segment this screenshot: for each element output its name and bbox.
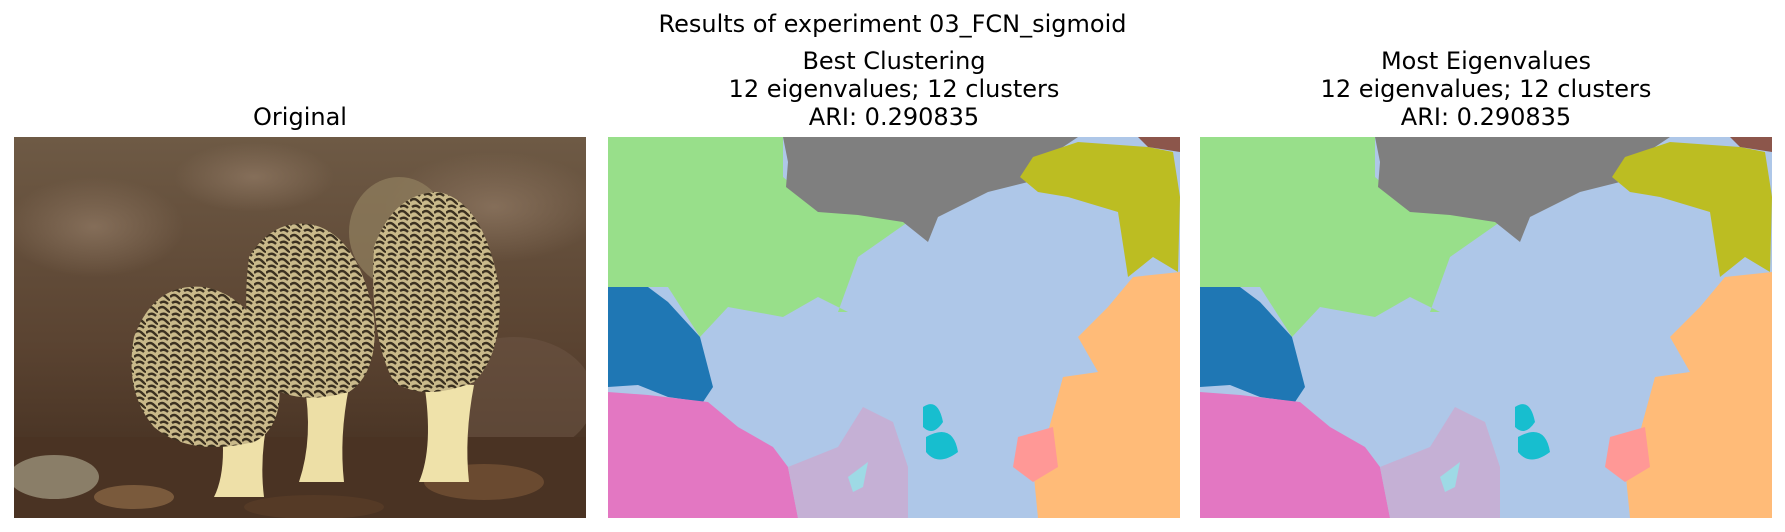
most-eigenvalues-segmentation <box>1200 137 1772 518</box>
best-clustering-title-line: Best Clustering <box>802 47 986 75</box>
most-eigenvalues-eigen-line: 12 eigenvalues; 12 clusters <box>1320 75 1652 103</box>
best-clustering-panel-title: Best Clustering 12 eigenvalues; 12 clust… <box>608 47 1180 131</box>
best-clustering-eigen-line: 12 eigenvalues; 12 clusters <box>728 75 1060 103</box>
most-eigenvalues-ari-line: ARI: 0.290835 <box>1400 103 1572 131</box>
most-eigenvalues-panel-title: Most Eigenvalues 12 eigenvalues; 12 clus… <box>1200 47 1772 131</box>
original-panel-title: Original <box>14 103 586 131</box>
best-clustering-ari-line: ARI: 0.290835 <box>808 103 980 131</box>
best-clustering-segmentation <box>608 137 1180 518</box>
morel-mushroom-photo <box>14 137 586 518</box>
most-eigenvalues-image <box>1200 137 1772 518</box>
original-image <box>14 137 586 518</box>
figure-suptitle: Results of experiment 03_FCN_sigmoid <box>658 10 1127 38</box>
most-eigenvalues-title-line: Most Eigenvalues <box>1380 47 1592 75</box>
original-title-line: Original <box>253 103 347 131</box>
best-clustering-image <box>608 137 1180 518</box>
